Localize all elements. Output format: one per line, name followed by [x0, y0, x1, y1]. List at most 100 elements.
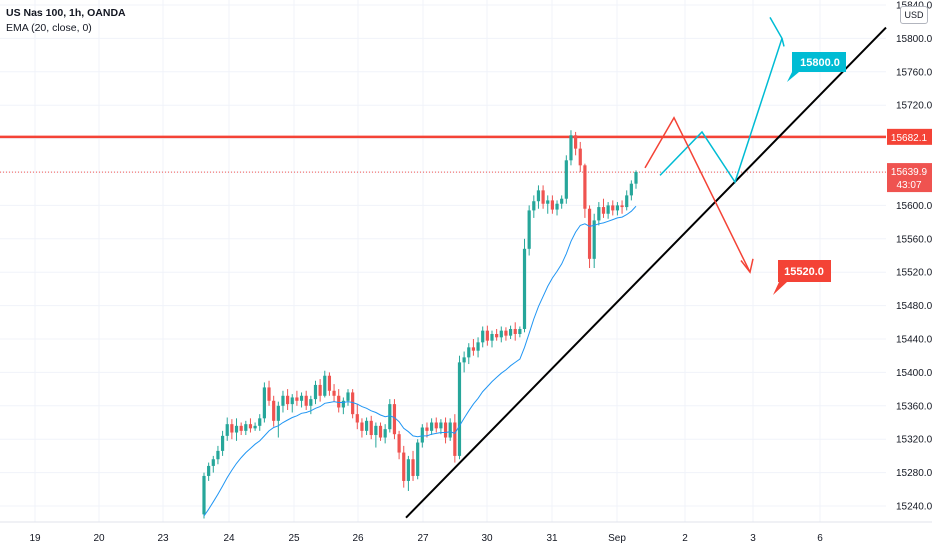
- candle-body: [411, 459, 415, 476]
- candle: [304, 390, 308, 410]
- candle: [295, 390, 299, 406]
- candle: [620, 200, 624, 214]
- candle-body: [388, 404, 392, 430]
- candle-body: [462, 357, 466, 363]
- y-tick-label: 15280.0: [896, 468, 932, 479]
- candle: [430, 418, 434, 436]
- badge-bg: [887, 163, 932, 193]
- y-tick-label: 15560.0: [896, 234, 932, 245]
- y-tick-label: 15440.0: [896, 335, 932, 346]
- callout-bubble: [787, 52, 846, 82]
- candle-body: [286, 395, 290, 405]
- candle-body: [248, 424, 253, 429]
- x-tick-label: 23: [157, 533, 169, 544]
- price-badges: 15682.1 15639.9 43:07: [887, 128, 932, 193]
- x-tick-label: Sep: [608, 533, 626, 544]
- candle-body: [360, 422, 364, 431]
- callout-up-label: 15800.0: [800, 57, 840, 69]
- candle-body: [490, 333, 494, 341]
- y-tick-label: 15360.0: [896, 401, 932, 412]
- indicator-label[interactable]: EMA (20, close, 0): [6, 22, 92, 34]
- ema-line: [203, 205, 637, 517]
- candle-body: [536, 190, 541, 202]
- candle: [583, 163, 587, 218]
- bullish-projection: [659, 38, 783, 184]
- currency-button[interactable]: USD: [900, 6, 928, 24]
- candle: [234, 418, 239, 441]
- candle-body: [513, 328, 517, 334]
- candle: [560, 195, 564, 209]
- candle: [299, 392, 304, 408]
- candle-body: [220, 435, 225, 451]
- candle-body: [244, 424, 248, 431]
- candle-body: [230, 424, 234, 433]
- candle: [369, 415, 373, 440]
- candle-body: [299, 395, 304, 401]
- candle: [481, 326, 485, 348]
- time-axis[interactable]: 19 20 23 24 25 26 27 30 31 Sep 2 3 6: [0, 521, 932, 544]
- candle-body: [518, 328, 522, 334]
- candle-body: [564, 160, 568, 199]
- candle: [327, 372, 332, 396]
- candle-series: [202, 130, 638, 519]
- resistance-price-badge: 15682.1: [887, 128, 932, 145]
- candle-body: [327, 375, 332, 391]
- x-tick-label: 26: [352, 533, 364, 544]
- y-tick-label: 15400.0: [896, 368, 932, 379]
- candle-body: [504, 330, 508, 336]
- candle: [286, 389, 290, 410]
- candle-body: [364, 420, 369, 431]
- candle-body: [430, 422, 434, 431]
- candle-body: [272, 400, 276, 421]
- target-callout-down: 15520.0: [773, 260, 831, 295]
- candle-body: [601, 207, 606, 214]
- x-tick-label: 24: [223, 533, 235, 544]
- x-tick-label: 20: [93, 533, 105, 544]
- candle-body: [378, 425, 383, 438]
- callout-down-label: 15520.0: [784, 266, 824, 278]
- price-axis[interactable]: 15240.0 15280.0 15320.0 15360.0 15400.0 15440…: [896, 0, 932, 513]
- candle-body: [611, 205, 615, 211]
- candle: [550, 195, 554, 214]
- candle-body: [508, 328, 513, 336]
- x-tick-label: 27: [417, 533, 429, 544]
- candle-body: [592, 220, 596, 259]
- candle: [262, 382, 266, 423]
- candle: [248, 418, 253, 433]
- candle: [346, 389, 350, 406]
- candle: [406, 455, 410, 491]
- y-tick-label: 15480.0: [896, 301, 932, 312]
- candle: [220, 430, 225, 456]
- y-tick-label: 15800.0: [896, 34, 932, 45]
- candle: [360, 418, 364, 438]
- candle: [536, 185, 541, 209]
- candle: [504, 327, 508, 341]
- candle: [499, 326, 503, 343]
- x-tick-label: 3: [750, 533, 756, 544]
- candle-body: [625, 195, 629, 208]
- x-tick-label: 30: [481, 533, 493, 544]
- candle: [411, 450, 415, 481]
- y-tick-label: 15240.0: [896, 502, 932, 513]
- candle-body: [323, 375, 327, 396]
- candle-body: [258, 418, 262, 426]
- symbol-title[interactable]: US Nas 100, 1h, OANDA: [6, 7, 126, 19]
- candle-body: [313, 384, 318, 400]
- candle: [313, 380, 318, 405]
- candle: [392, 399, 397, 440]
- candle-body: [355, 414, 359, 423]
- target-callout-up: 15800.0: [787, 52, 846, 82]
- candle: [202, 472, 206, 519]
- candle-body: [448, 422, 452, 438]
- candle: [318, 379, 322, 402]
- bearish-arrowhead: [740, 258, 754, 274]
- projection-layer: 15800.0 15520.0: [644, 16, 846, 295]
- candle: [546, 195, 550, 214]
- candle: [495, 328, 499, 341]
- candle: [416, 439, 420, 480]
- candle-body: [597, 207, 601, 221]
- candle-body: [346, 392, 350, 401]
- candle: [634, 170, 638, 189]
- candle: [281, 390, 285, 413]
